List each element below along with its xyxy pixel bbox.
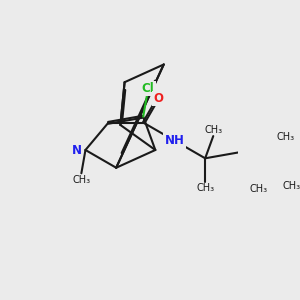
Text: CH₃: CH₃ [72, 175, 90, 184]
Text: N: N [72, 143, 82, 157]
Text: NH: NH [164, 134, 184, 147]
Text: O: O [153, 92, 163, 105]
Text: CH₃: CH₃ [249, 184, 267, 194]
Text: CH₃: CH₃ [204, 125, 222, 135]
Text: CH₃: CH₃ [196, 183, 214, 193]
Text: CH₃: CH₃ [276, 133, 294, 142]
Text: CH₃: CH₃ [283, 181, 300, 191]
Text: Cl: Cl [142, 82, 155, 95]
